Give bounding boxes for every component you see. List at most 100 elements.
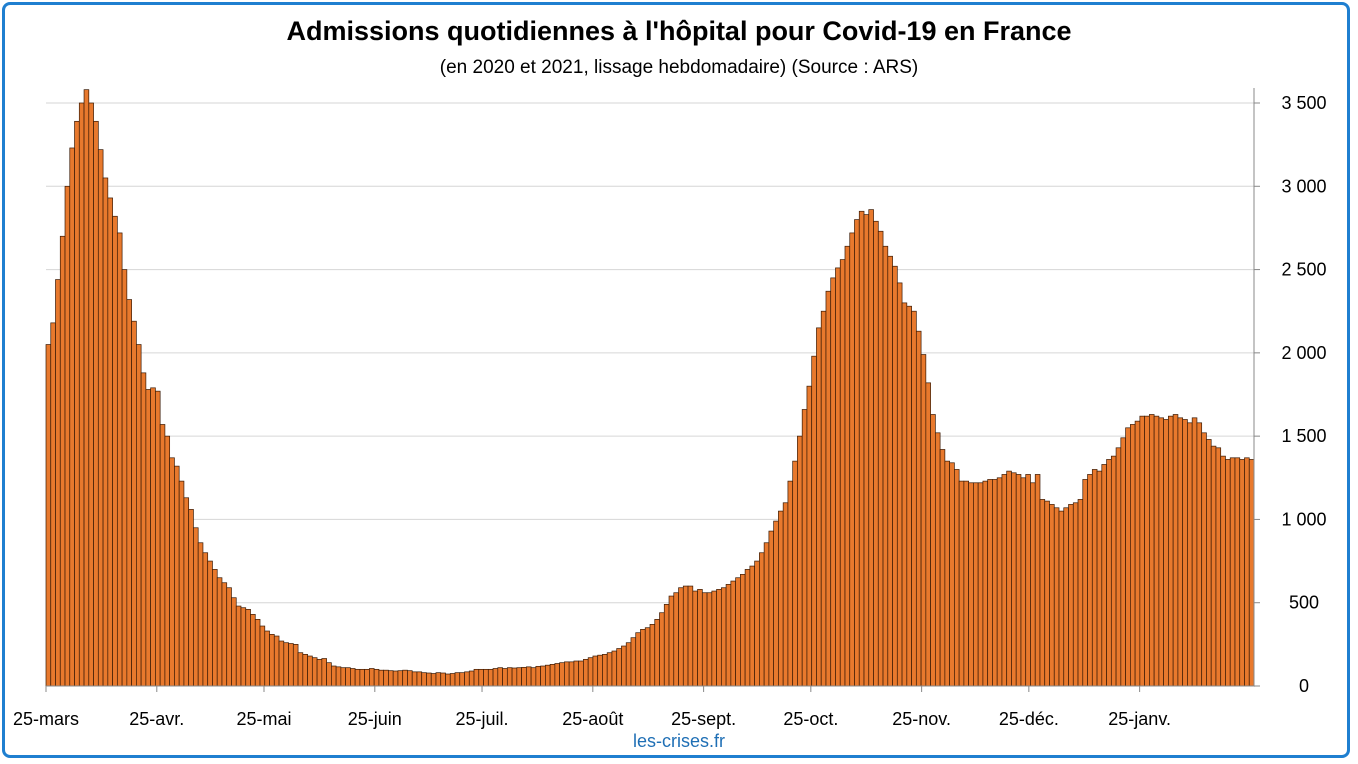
bar (816, 327, 822, 687)
bar (811, 355, 817, 687)
bar (1120, 437, 1126, 687)
bar (616, 648, 622, 687)
bar (430, 673, 437, 687)
bar (383, 669, 389, 687)
bar (259, 625, 266, 687)
bar (511, 667, 518, 687)
bar (178, 480, 185, 687)
y-tick-label: 3 500 (1281, 93, 1326, 113)
bar (825, 290, 832, 687)
bar (378, 669, 385, 687)
bar (730, 580, 736, 687)
bar (1139, 415, 1145, 687)
x-tick-label: 25-juil. (456, 709, 509, 729)
bar (839, 259, 846, 687)
bar (1015, 474, 1022, 687)
bar (188, 509, 194, 687)
bar (982, 480, 989, 687)
bar (321, 658, 327, 687)
bar (1110, 455, 1117, 687)
y-tick-label: 2 500 (1281, 260, 1326, 280)
bar (1096, 470, 1103, 687)
bar (763, 542, 770, 687)
source-credit: les-crises.fr (632, 731, 725, 751)
bar (1134, 420, 1141, 687)
bar (288, 643, 294, 687)
bar (1168, 415, 1174, 687)
x-tick-label: 25-mars (13, 709, 79, 729)
bar (235, 605, 242, 687)
x-tick-label: 25-avr. (129, 709, 184, 729)
x-tick-label: 25-août (562, 709, 623, 729)
bar (1210, 445, 1217, 687)
bar (535, 665, 541, 687)
bar (530, 667, 537, 687)
y-tick-label: 1 000 (1281, 509, 1326, 529)
bar (659, 612, 665, 687)
bar (540, 665, 546, 687)
bar (331, 665, 337, 687)
bar (240, 607, 247, 687)
bar (640, 629, 646, 687)
bar (749, 565, 755, 687)
bar (682, 585, 689, 687)
bar (773, 520, 779, 687)
bar (1068, 504, 1074, 687)
bar (50, 322, 56, 687)
bar (1158, 417, 1164, 687)
bar (421, 672, 427, 687)
bar (877, 230, 884, 687)
bar (350, 668, 356, 687)
bar (820, 310, 827, 687)
bar (1225, 459, 1231, 687)
bar (473, 668, 480, 687)
bar (521, 666, 527, 687)
bar (901, 302, 908, 687)
bar (801, 409, 808, 687)
bar (435, 672, 442, 687)
bar (958, 480, 965, 687)
x-tick-label: 25-déc. (999, 709, 1059, 729)
bar (126, 299, 132, 687)
bar (264, 630, 270, 687)
bar (1220, 455, 1226, 687)
bar (207, 560, 213, 687)
bar (744, 569, 751, 687)
bar (735, 577, 741, 687)
bar (592, 655, 599, 687)
bar (1049, 504, 1055, 687)
bar (1053, 507, 1060, 687)
bar (545, 664, 551, 687)
bar (583, 658, 589, 687)
bar (896, 282, 903, 687)
bar (159, 424, 166, 687)
bar (1149, 414, 1155, 687)
bar (402, 669, 408, 687)
bar (578, 660, 584, 687)
bar (649, 624, 656, 687)
bar (701, 592, 708, 687)
bar (830, 277, 836, 687)
bar (1153, 415, 1160, 687)
bar (954, 469, 960, 687)
bar (635, 632, 641, 687)
bar (987, 479, 993, 687)
bar (121, 269, 128, 687)
bar (216, 577, 223, 687)
bar (887, 255, 893, 687)
bar (697, 589, 703, 687)
bar (687, 585, 694, 687)
bar (835, 267, 841, 687)
bar (1020, 477, 1027, 687)
bar (502, 668, 508, 687)
bar (1129, 424, 1136, 687)
bar (468, 670, 475, 687)
bar (478, 668, 484, 687)
bar (212, 569, 218, 687)
bar (873, 220, 879, 687)
bar (226, 587, 232, 687)
bar (278, 640, 285, 687)
bar (725, 584, 732, 687)
bar (549, 663, 556, 687)
bar (449, 673, 456, 687)
